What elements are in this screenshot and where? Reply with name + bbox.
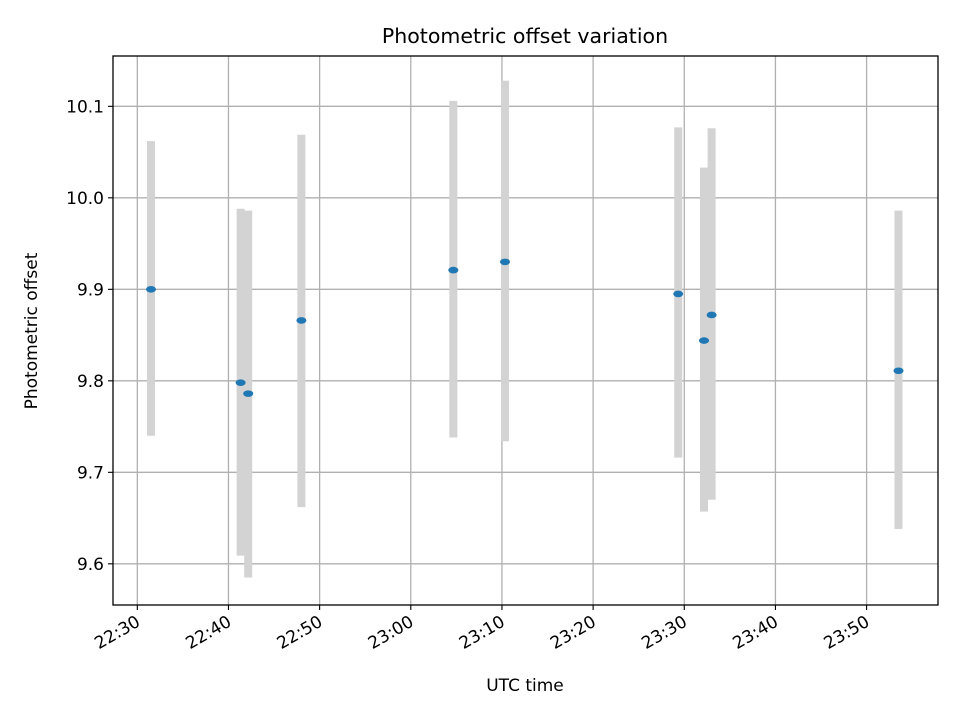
y-tick-label: 10.1 xyxy=(66,97,104,117)
data-point xyxy=(706,311,717,319)
data-point xyxy=(448,266,459,274)
chart-title: Photometric offset variation xyxy=(382,24,668,48)
data-point xyxy=(296,317,307,324)
y-axis-label: Photometric offset xyxy=(22,252,42,409)
data-point xyxy=(699,337,710,344)
plot-frame xyxy=(112,55,939,606)
data-point xyxy=(673,290,684,298)
y-tick-label: 9.7 xyxy=(77,463,104,483)
data-point xyxy=(235,379,246,386)
data-point xyxy=(893,367,904,375)
y-tick-label: 9.8 xyxy=(77,372,104,392)
y-tick-label: 9.9 xyxy=(77,280,104,300)
y-tick-label: 9.6 xyxy=(77,555,104,575)
data-point xyxy=(499,258,510,266)
y-tick-label: 10.0 xyxy=(66,189,104,209)
data-points xyxy=(145,258,904,397)
x-axis-label: UTC time xyxy=(486,676,564,696)
data-point xyxy=(145,286,156,293)
data-point xyxy=(243,390,254,397)
